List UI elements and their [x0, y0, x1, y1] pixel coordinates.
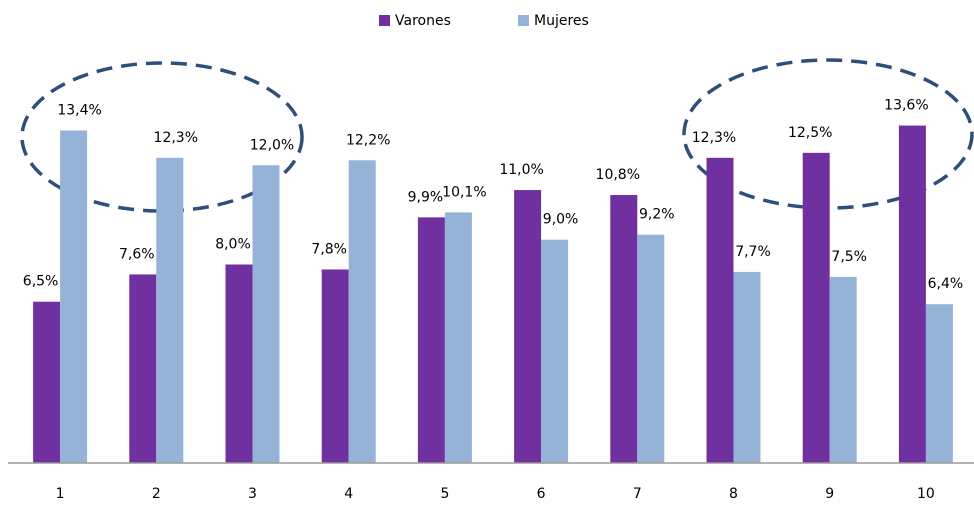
legend-swatch: [518, 15, 529, 26]
value-label: 6,5%: [23, 274, 59, 290]
bar: [417, 217, 445, 463]
value-label: 10,8%: [596, 167, 640, 183]
value-label: 11,0%: [499, 162, 543, 178]
x-tick-label: 2: [152, 486, 161, 502]
legend-label: Mujeres: [534, 13, 589, 29]
x-tick-label: 8: [729, 486, 738, 502]
value-label: 12,5%: [788, 125, 832, 141]
bar: [898, 125, 926, 464]
value-label: 9,0%: [543, 212, 579, 228]
x-tick-label: 6: [537, 486, 546, 502]
value-label: 8,0%: [215, 237, 251, 253]
x-tick-label: 4: [344, 486, 353, 502]
value-label: 9,9%: [408, 189, 444, 205]
value-label: 12,3%: [692, 130, 736, 146]
legend-label: Varones: [395, 13, 451, 29]
x-tick-label: 1: [56, 486, 65, 502]
bar: [321, 269, 349, 463]
bar: [129, 274, 157, 463]
value-label: 7,8%: [311, 241, 347, 257]
value-label: 12,2%: [346, 132, 390, 148]
bar: [802, 152, 830, 463]
value-label: 9,2%: [639, 207, 675, 223]
value-label: 7,6%: [119, 246, 155, 262]
value-label: 10,1%: [442, 184, 486, 200]
x-tick-label: 5: [440, 486, 449, 502]
value-label: 7,5%: [831, 249, 867, 265]
bar: [156, 157, 184, 463]
bar: [829, 276, 857, 463]
bar: [610, 195, 638, 463]
bar: [348, 160, 376, 463]
value-label: 13,4%: [57, 103, 101, 119]
bar: [925, 304, 953, 463]
value-label: 13,6%: [884, 98, 928, 114]
x-tick-label: 9: [825, 486, 834, 502]
bar: [514, 190, 542, 463]
x-tick-label: 7: [633, 486, 642, 502]
highlight-ellipse: [20, 61, 304, 213]
value-label: 6,4%: [928, 276, 964, 292]
x-tick-label: 10: [917, 486, 935, 502]
value-label: 7,7%: [735, 244, 771, 260]
bar: [60, 130, 88, 463]
x-tick-label: 3: [248, 486, 257, 502]
bar: [225, 264, 253, 463]
bar: [706, 157, 734, 463]
bar: [637, 234, 665, 463]
value-label: 12,3%: [154, 130, 198, 146]
bar: [444, 212, 472, 463]
bar: [541, 239, 569, 463]
value-label: 12,0%: [250, 137, 294, 153]
legend-swatch: [379, 15, 390, 26]
bar: [733, 271, 761, 463]
bar: [252, 165, 280, 463]
bar: [33, 301, 61, 463]
